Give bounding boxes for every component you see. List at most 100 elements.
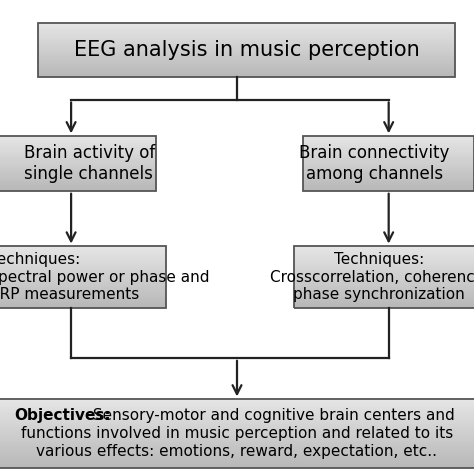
Bar [0, 276, 166, 277]
Bar [0, 401, 474, 402]
Bar [0, 443, 474, 445]
Bar [294, 253, 474, 254]
Bar [38, 64, 455, 65]
Bar [0, 297, 166, 298]
Bar [38, 42, 455, 43]
Bar [0, 421, 474, 423]
Bar [0, 157, 156, 158]
Text: Objectives:: Objectives: [14, 408, 111, 423]
Bar [294, 281, 474, 282]
Bar [294, 266, 474, 267]
Bar [0, 285, 166, 286]
Bar [303, 189, 474, 190]
Bar [0, 428, 474, 429]
Bar [0, 434, 474, 435]
Bar [0, 450, 474, 452]
Bar [0, 155, 156, 156]
Bar [0, 409, 474, 410]
Text: Sensory-motor and cognitive brain centers and: Sensory-motor and cognitive brain center… [88, 408, 455, 423]
Bar [0, 408, 474, 409]
Bar [294, 248, 474, 249]
Text: EEG analysis in music perception: EEG analysis in music perception [73, 40, 419, 60]
Bar [0, 435, 474, 437]
Bar [0, 167, 156, 168]
Bar [303, 148, 474, 149]
Bar [303, 180, 474, 181]
Bar [0, 413, 474, 414]
Bar [38, 68, 455, 69]
Bar [0, 296, 166, 297]
Bar [0, 159, 156, 160]
Bar [0, 427, 474, 428]
Bar [303, 141, 474, 142]
Bar [0, 293, 166, 294]
Bar [0, 259, 166, 260]
Bar [0, 246, 166, 308]
Bar [0, 142, 156, 143]
Bar [0, 282, 166, 283]
Bar [294, 279, 474, 280]
Text: Brain connectivity
among channels: Brain connectivity among channels [299, 144, 450, 183]
Bar [0, 146, 156, 147]
Text: Brain activity of
single channels: Brain activity of single channels [25, 144, 155, 183]
Bar [0, 171, 156, 172]
Bar [0, 416, 474, 417]
Bar [38, 30, 455, 31]
Bar [0, 270, 166, 271]
Bar [0, 175, 156, 177]
Bar [0, 307, 166, 308]
Bar [0, 153, 156, 154]
Bar [0, 156, 156, 157]
Bar [303, 178, 474, 179]
Bar [38, 38, 455, 39]
Bar [38, 53, 455, 54]
Bar [38, 26, 455, 27]
Bar [38, 52, 455, 53]
Bar [303, 182, 474, 183]
Bar [0, 432, 474, 434]
Bar [294, 246, 474, 248]
Bar [38, 43, 455, 45]
Bar [294, 251, 474, 253]
Bar [0, 148, 156, 149]
Bar [38, 36, 455, 38]
Bar [0, 460, 474, 461]
Bar [294, 270, 474, 271]
Bar [303, 146, 474, 147]
Bar [0, 438, 474, 439]
Bar [294, 273, 474, 275]
Bar [0, 172, 156, 173]
Bar [294, 282, 474, 283]
Bar [0, 177, 156, 178]
Bar [294, 256, 474, 257]
Bar [0, 302, 166, 303]
Bar [38, 61, 455, 62]
Bar [303, 167, 474, 168]
Bar [303, 172, 474, 173]
Bar [38, 72, 455, 73]
Bar [294, 294, 474, 296]
Bar [303, 170, 474, 171]
Bar [294, 307, 474, 308]
Bar [0, 437, 474, 438]
Bar [0, 306, 166, 307]
Bar [0, 181, 156, 182]
Bar [0, 179, 156, 180]
Bar [0, 429, 474, 431]
Bar [0, 406, 474, 408]
Bar [294, 306, 474, 307]
Bar [294, 260, 474, 261]
Text: functions involved in music perception and related to its: functions involved in music perception a… [21, 426, 453, 441]
Bar [38, 56, 455, 57]
Bar [38, 34, 455, 35]
Bar [303, 144, 474, 145]
Bar [0, 446, 474, 447]
Bar [294, 287, 474, 288]
Bar [294, 280, 474, 281]
Bar [38, 69, 455, 71]
Bar [294, 285, 474, 286]
Bar [303, 177, 474, 178]
Bar [38, 55, 455, 56]
Bar [0, 410, 474, 412]
Bar [38, 32, 455, 34]
